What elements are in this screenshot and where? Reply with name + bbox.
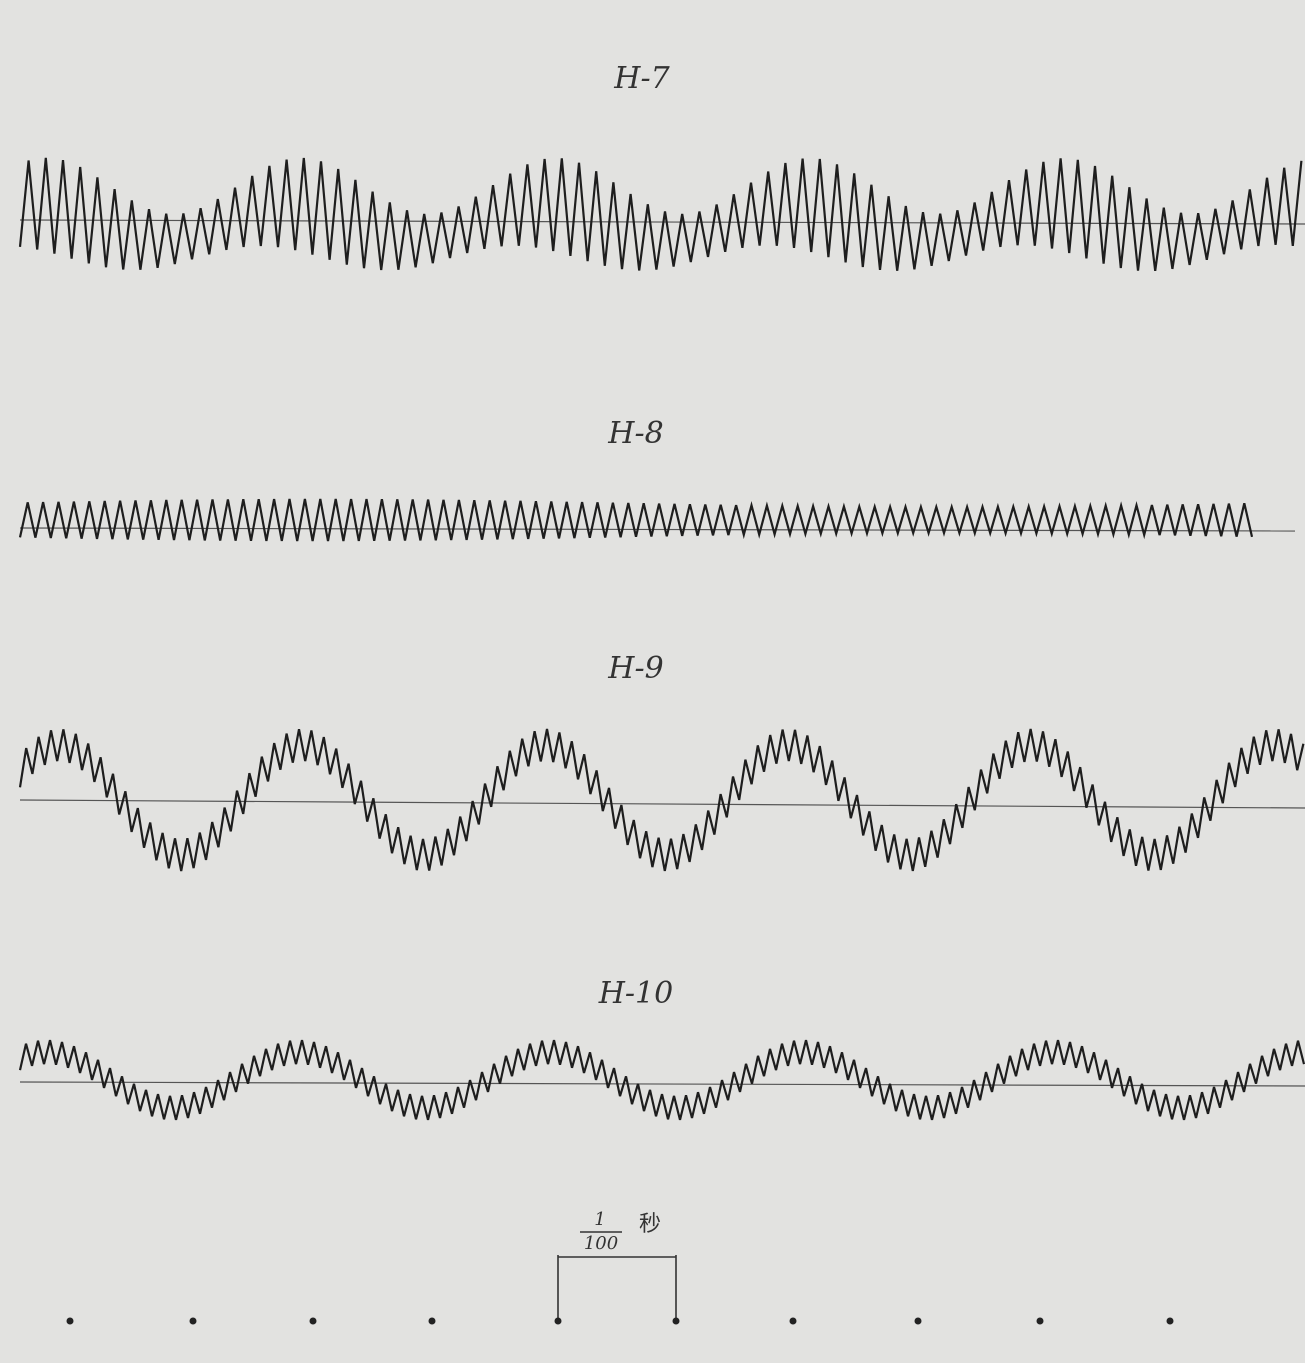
timing-dot — [1167, 1318, 1174, 1325]
trace-label: H-9 — [607, 651, 663, 686]
oscillogram-figure: H-7 H-8 H-9 H-10 1 100 秒 — [0, 0, 1305, 1363]
timing-dot — [67, 1318, 74, 1325]
trace-label: H-10 — [598, 976, 673, 1011]
timing-dot — [790, 1318, 797, 1325]
trace-label: H-8 — [607, 416, 663, 451]
scale-denominator: 100 — [584, 1233, 618, 1254]
timing-dot — [1037, 1318, 1044, 1325]
timing-dot — [429, 1318, 436, 1325]
scale-numerator: 1 — [594, 1209, 605, 1230]
timing-dot — [310, 1318, 317, 1325]
timing-dot — [555, 1318, 562, 1325]
timing-dot — [673, 1318, 680, 1325]
timing-dot — [915, 1318, 922, 1325]
trace-label: H-7 — [613, 61, 670, 96]
scale-unit: 秒 — [639, 1212, 661, 1237]
timing-dot — [190, 1318, 197, 1325]
